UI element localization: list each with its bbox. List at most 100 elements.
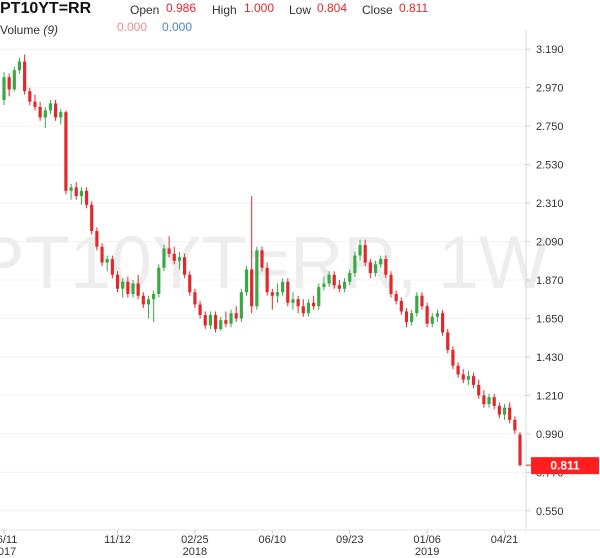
candle[interactable]: [208, 311, 212, 329]
candle[interactable]: [250, 196, 254, 314]
candle[interactable]: [136, 274, 140, 300]
candle[interactable]: [100, 243, 104, 267]
candle[interactable]: [167, 236, 171, 258]
candle[interactable]: [420, 292, 424, 310]
candle[interactable]: [2, 71, 6, 106]
candle[interactable]: [337, 280, 341, 293]
candle[interactable]: [213, 311, 218, 333]
candle[interactable]: [265, 262, 269, 296]
candle[interactable]: [28, 87, 32, 106]
candle[interactable]: [146, 295, 151, 319]
candle[interactable]: [301, 299, 305, 317]
candle[interactable]: [373, 260, 378, 277]
candle[interactable]: [131, 280, 135, 298]
candle[interactable]: [193, 288, 197, 308]
candle[interactable]: [162, 245, 166, 272]
candle[interactable]: [291, 292, 295, 310]
candle[interactable]: [260, 246, 264, 272]
candle[interactable]: [48, 99, 53, 114]
candle[interactable]: [244, 266, 249, 296]
candle[interactable]: [183, 253, 187, 279]
candle[interactable]: [17, 57, 22, 74]
candle[interactable]: [513, 416, 517, 434]
candle[interactable]: [203, 311, 207, 329]
candle[interactable]: [79, 187, 83, 205]
candle[interactable]: [441, 309, 445, 336]
candle[interactable]: [404, 307, 409, 328]
candle[interactable]: [482, 390, 486, 408]
candle[interactable]: [59, 108, 63, 125]
candle[interactable]: [121, 278, 125, 298]
candle[interactable]: [224, 311, 228, 328]
candle[interactable]: [229, 309, 233, 328]
candle[interactable]: [64, 110, 68, 195]
candle[interactable]: [332, 271, 336, 289]
candle[interactable]: [74, 182, 78, 200]
candle[interactable]: [430, 313, 434, 328]
candle[interactable]: [477, 379, 481, 399]
candle[interactable]: [95, 227, 99, 251]
candle[interactable]: [384, 255, 388, 279]
candle[interactable]: [502, 404, 507, 420]
candle[interactable]: [110, 255, 114, 279]
candle[interactable]: [363, 239, 367, 267]
candle[interactable]: [188, 271, 192, 296]
candle[interactable]: [451, 346, 455, 370]
candle[interactable]: [317, 283, 321, 310]
candle[interactable]: [7, 73, 11, 97]
candle[interactable]: [518, 432, 522, 467]
candle[interactable]: [471, 372, 476, 389]
candle[interactable]: [415, 292, 419, 317]
candle[interactable]: [23, 54, 27, 95]
candle[interactable]: [239, 288, 243, 322]
candle[interactable]: [497, 402, 501, 419]
candle[interactable]: [425, 302, 429, 328]
candle[interactable]: [410, 309, 414, 326]
candle[interactable]: [296, 295, 300, 314]
candle[interactable]: [394, 290, 398, 305]
candle[interactable]: [312, 295, 316, 310]
candle[interactable]: [348, 269, 352, 286]
candle[interactable]: [446, 328, 450, 354]
candle[interactable]: [342, 278, 347, 293]
candle[interactable]: [105, 255, 109, 272]
candle[interactable]: [327, 271, 331, 287]
candle[interactable]: [281, 278, 285, 296]
candle[interactable]: [43, 106, 47, 128]
candle[interactable]: [389, 271, 393, 298]
candle[interactable]: [270, 288, 274, 310]
candle[interactable]: [461, 369, 465, 384]
candle[interactable]: [368, 259, 372, 279]
candle[interactable]: [54, 99, 58, 121]
candle[interactable]: [508, 402, 512, 424]
candle[interactable]: [172, 246, 176, 265]
candle[interactable]: [126, 276, 130, 298]
candle[interactable]: [353, 252, 357, 277]
candle[interactable]: [358, 239, 362, 261]
candle[interactable]: [177, 252, 182, 270]
candle[interactable]: [198, 300, 202, 319]
candle[interactable]: [322, 276, 326, 291]
candle[interactable]: [33, 94, 37, 111]
candle[interactable]: [487, 393, 491, 408]
candle[interactable]: [38, 101, 42, 121]
candle[interactable]: [115, 271, 120, 293]
candle[interactable]: [492, 393, 496, 410]
candle[interactable]: [275, 283, 280, 303]
candle[interactable]: [435, 309, 440, 322]
candle[interactable]: [466, 370, 470, 385]
candle[interactable]: [255, 246, 259, 310]
candle[interactable]: [219, 316, 223, 331]
candle[interactable]: [12, 66, 16, 92]
candle[interactable]: [84, 187, 89, 209]
candle[interactable]: [306, 299, 311, 317]
candle[interactable]: [157, 264, 161, 298]
candle[interactable]: [379, 255, 383, 268]
candle[interactable]: [69, 183, 73, 200]
candle[interactable]: [399, 297, 403, 315]
candle[interactable]: [141, 292, 145, 308]
candle[interactable]: [286, 278, 290, 307]
candle[interactable]: [234, 306, 238, 322]
candle[interactable]: [152, 290, 156, 322]
